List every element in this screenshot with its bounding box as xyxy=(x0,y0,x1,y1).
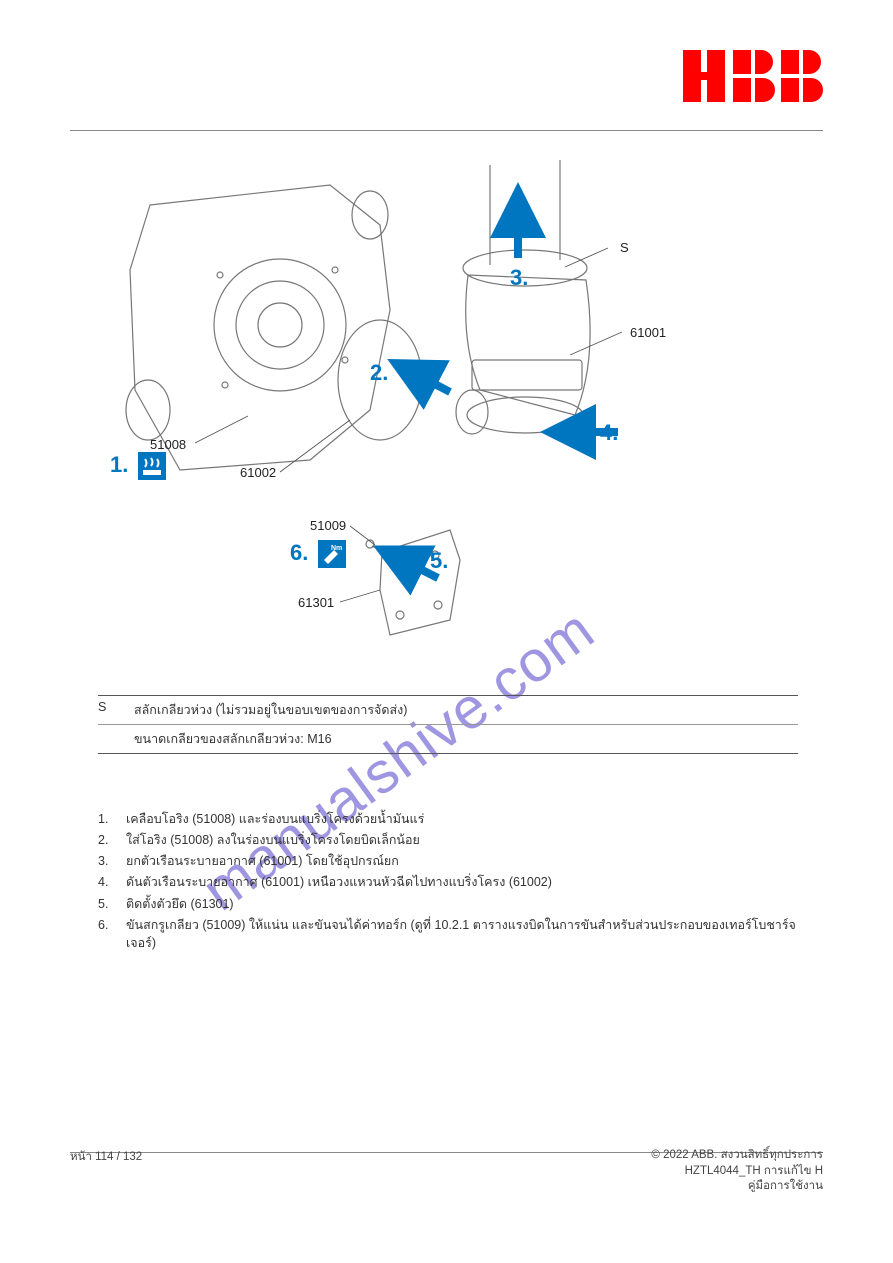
svg-text:Nm: Nm xyxy=(331,545,342,552)
step-number: 4. xyxy=(98,873,126,891)
step-1: 1. xyxy=(110,452,166,480)
step-text: ติดตั้งตัวยึด (61301) xyxy=(126,895,798,913)
list-item: 3. ยกตัวเรือนระบายอากาศ (61001) โดยใช้อุ… xyxy=(98,852,798,870)
step-number: 2. xyxy=(98,831,126,849)
copyright: © 2022 ABB. สงวนสิทธิ์ทุกประการ xyxy=(651,1148,823,1164)
list-item: 6. ขันสกรูเกลียว (51009) ให้แน่น และขันจ… xyxy=(98,916,798,952)
part-label-61002: 61002 xyxy=(240,465,276,480)
page-footer: หน้า 114 / 132 © 2022 ABB. สงวนสิทธิ์ทุก… xyxy=(70,1148,823,1195)
part-label-61001: 61001 xyxy=(630,325,666,340)
brand-logo xyxy=(683,50,823,102)
step-4: 4. xyxy=(600,420,618,446)
instructions-list: 1. เคลือบโอริง (51008) และร่องบนแบริ่งโค… xyxy=(98,810,798,955)
step-number: 6. xyxy=(98,916,126,952)
step-text: ขันสกรูเกลียว (51009) ให้แน่น และขันจนได… xyxy=(126,916,798,952)
table-row: S สลักเกลียวห่วง (ไม่รวมอยู่ในขอบเขตของก… xyxy=(98,696,798,725)
diagram-lines xyxy=(120,160,740,670)
table-cell: ขนาดเกลียวของสลักเกลียวห่วง: M16 xyxy=(134,725,798,754)
step-text: ยกตัวเรือนระบายอากาศ (61001) โดยใช้อุปกร… xyxy=(126,852,798,870)
part-label-51009: 51009 xyxy=(310,518,346,533)
page: S 61001 51008 61002 51009 61301 1. 2. 3.… xyxy=(0,0,893,1263)
step-text: ดันตัวเรือนระบายอากาศ (61001) เหนือวงแหว… xyxy=(126,873,798,891)
step-number: 5. xyxy=(98,895,126,913)
doc-revision: HZTL4044_TH การแก้ไข H xyxy=(651,1164,823,1180)
step-5: 5. xyxy=(430,548,448,574)
step-6-number: 6. xyxy=(290,540,308,565)
table-row: ขนาดเกลียวของสลักเกลียวห่วง: M16 xyxy=(98,725,798,754)
heat-icon xyxy=(138,452,166,480)
parts-table: S สลักเกลียวห่วง (ไม่รวมอยู่ในขอบเขตของก… xyxy=(98,695,798,754)
step-6: 6. Nm xyxy=(290,540,346,568)
step-number: 1. xyxy=(98,810,126,828)
step-3: 3. xyxy=(510,265,528,291)
part-label-s: S xyxy=(620,240,629,255)
table-cell xyxy=(98,725,134,754)
table-cell: สลักเกลียวห่วง (ไม่รวมอยู่ในขอบเขตของการ… xyxy=(134,696,798,725)
step-2: 2. xyxy=(370,360,388,386)
step-number: 3. xyxy=(98,852,126,870)
list-item: 2. ใส่โอริง (51008) ลงในร่องบนแบริ่งโครง… xyxy=(98,831,798,849)
technical-diagram: S 61001 51008 61002 51009 61301 1. 2. 3.… xyxy=(120,160,740,670)
table-cell: S xyxy=(98,696,134,725)
list-item: 5. ติดตั้งตัวยึด (61301) xyxy=(98,895,798,913)
list-item: 1. เคลือบโอริง (51008) และร่องบนแบริ่งโค… xyxy=(98,810,798,828)
step-text: เคลือบโอริง (51008) และร่องบนแบริ่งโครงด… xyxy=(126,810,798,828)
page-number: หน้า 114 / 132 xyxy=(70,1148,142,1166)
header-rule xyxy=(70,130,823,131)
part-label-61301: 61301 xyxy=(298,595,334,610)
part-label-51008: 51008 xyxy=(150,437,186,452)
step-text: ใส่โอริง (51008) ลงในร่องบนแบริ่งโครงโดย… xyxy=(126,831,798,849)
doc-title: คู่มือการใช้งาน xyxy=(651,1179,823,1195)
list-item: 4. ดันตัวเรือนระบายอากาศ (61001) เหนือวง… xyxy=(98,873,798,891)
step-1-number: 1. xyxy=(110,452,128,477)
torque-icon: Nm xyxy=(318,540,346,568)
